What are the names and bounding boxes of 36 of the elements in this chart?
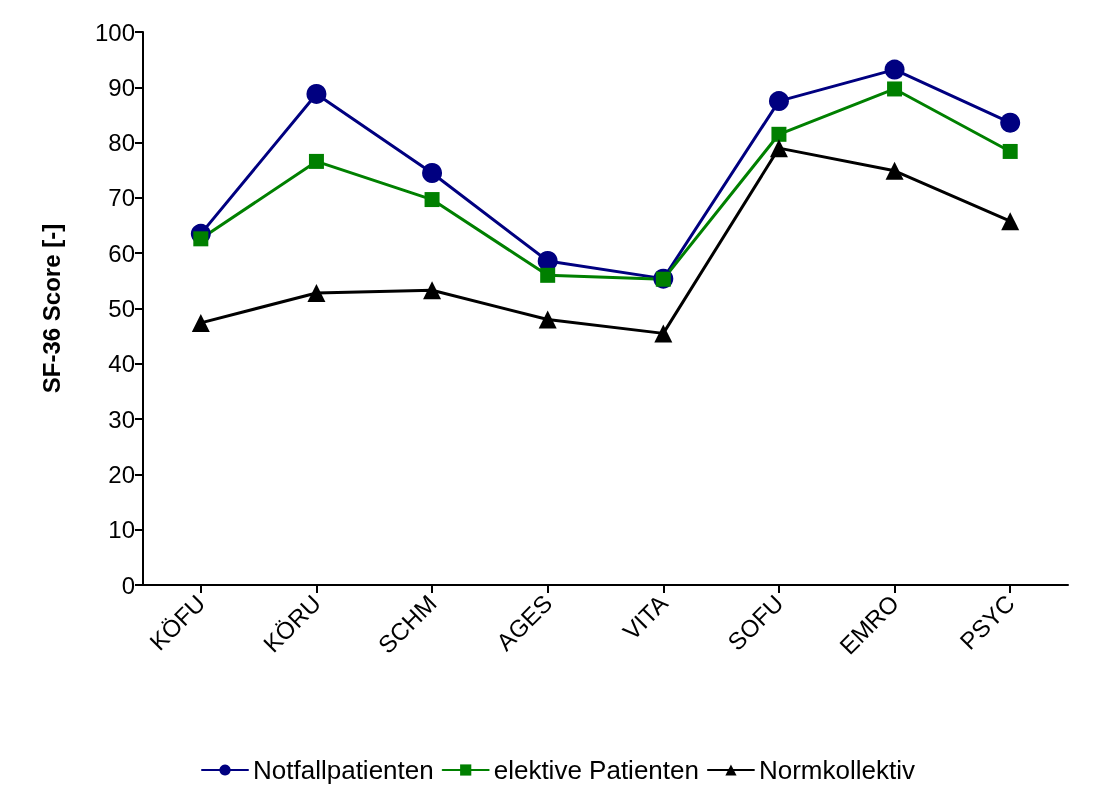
- point: [884, 59, 905, 80]
- y-tick-label: 30: [108, 405, 135, 433]
- y-tick-label: 70: [108, 184, 135, 212]
- point: [768, 91, 789, 112]
- point: [769, 139, 788, 158]
- y-tick-label: 100: [94, 18, 135, 46]
- y-tick-label: 90: [108, 73, 135, 101]
- point: [887, 81, 903, 97]
- y-tick-label: 0: [121, 571, 135, 599]
- y-tick-label: 50: [108, 295, 135, 322]
- legend-label: Normkollektiv: [758, 755, 915, 785]
- point: [771, 126, 787, 142]
- point: [424, 192, 440, 208]
- legend-label: Notfallpatienten: [253, 755, 434, 785]
- point: [422, 163, 443, 184]
- point: [306, 83, 327, 104]
- y-tick-label: 20: [108, 460, 135, 488]
- y-axis-title: SF-36 Score [-]: [37, 223, 65, 394]
- y-tick-label: 40: [108, 350, 135, 378]
- y-tick-label: 10: [108, 516, 135, 544]
- point: [423, 281, 442, 300]
- y-tick-label: 60: [108, 239, 135, 267]
- point: [308, 153, 324, 169]
- point: [885, 161, 904, 180]
- point: [1000, 112, 1021, 133]
- y-tick-label: 80: [108, 129, 135, 157]
- x-tick-label: VITA: [617, 589, 673, 645]
- point: [654, 324, 673, 343]
- point: [1001, 212, 1020, 231]
- point: [537, 250, 558, 271]
- point: [307, 284, 326, 303]
- legend-label: elektive Patienten: [493, 755, 699, 785]
- point: [538, 310, 557, 329]
- point: [1002, 143, 1018, 159]
- point: [540, 267, 556, 283]
- point: [191, 313, 210, 332]
